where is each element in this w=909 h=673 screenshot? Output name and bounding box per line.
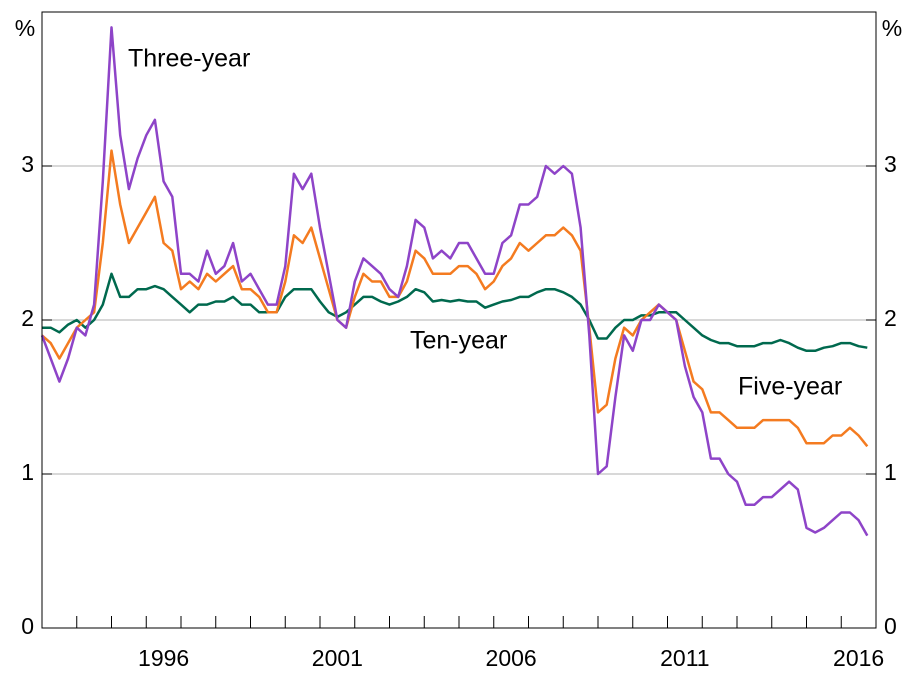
x-tick-label: 2011 <box>660 645 709 671</box>
y-unit-left: % <box>15 15 35 41</box>
plot-frame <box>41 11 877 629</box>
y-tick-label: 1 <box>884 459 897 485</box>
y-tick-label: 3 <box>884 151 897 177</box>
series-line <box>40 26 869 537</box>
y-tick-label: 1 <box>21 459 34 485</box>
x-tick-label: 2006 <box>486 645 537 671</box>
series-line <box>42 272 868 353</box>
x-tick-label: 1996 <box>138 645 189 671</box>
y-unit-right: % <box>882 15 902 41</box>
series-label: Five-year <box>738 373 842 401</box>
y-tick-label: 3 <box>21 151 34 177</box>
y-tick-label: 2 <box>21 305 34 331</box>
y-tick-label: 0 <box>21 613 34 639</box>
x-tick-label: 2001 <box>312 645 363 671</box>
series-label: Ten-year <box>410 327 507 355</box>
x-tick-label: 2016 <box>833 645 884 671</box>
series-line <box>41 149 869 448</box>
y-tick-label: 2 <box>884 305 897 331</box>
y-tick-label: 0 <box>884 613 897 639</box>
series-label: Three-year <box>128 45 250 73</box>
